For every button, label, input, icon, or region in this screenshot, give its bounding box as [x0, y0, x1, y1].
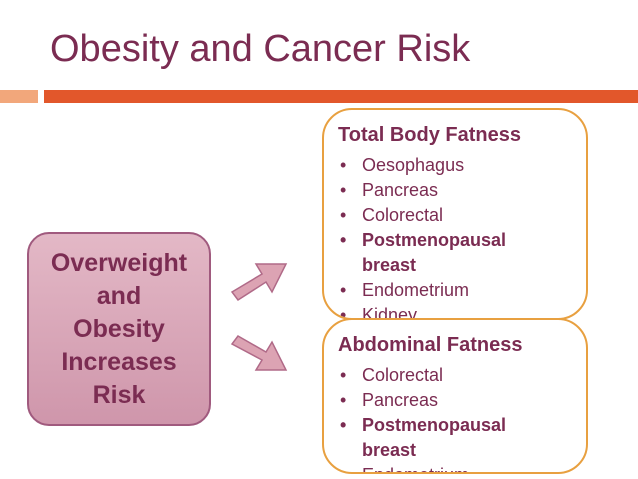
arrow-down — [230, 335, 288, 371]
cause-line: Obesity — [73, 314, 165, 343]
cause-box: Overweight and Obesity Increases Risk — [27, 232, 211, 426]
arrow-up — [230, 263, 288, 302]
list-item: Postmenopausal breast — [338, 228, 562, 278]
list-item: Pancreas — [338, 388, 562, 413]
accent-bar — [44, 90, 638, 103]
list-item: Postmenopausal breast — [338, 413, 562, 463]
list-item: Pancreas — [338, 178, 562, 203]
list-item: Colorectal — [338, 203, 562, 228]
effect-box: Abdominal Fatness ColorectalPancreasPostm… — [322, 318, 588, 474]
list-item: Endometrium — [338, 463, 562, 472]
cause-line: Increases — [61, 347, 177, 376]
cause-line: Risk — [92, 380, 146, 409]
list-item: Endometrium — [338, 278, 562, 303]
box-heading: Abdominal Fatness — [338, 334, 523, 356]
item-list: ColorectalPancreasPostmenopausal breastE… — [338, 363, 572, 472]
list-item: Colorectal — [338, 363, 562, 388]
box-heading: Total Body Fatness — [338, 124, 521, 146]
item-list: OesophagusPancreasColorectalPostmenopaus… — [338, 153, 572, 318]
cause-line: and — [96, 281, 142, 310]
effect-box: Total Body Fatness OesophagusPancreasColo… — [322, 108, 588, 320]
cause-line: Overweight — [50, 248, 188, 277]
list-item: Kidney — [338, 303, 562, 318]
slide-title: Obesity and Cancer Risk — [50, 28, 471, 70]
accent-bar — [0, 90, 38, 103]
list-item: Oesophagus — [338, 153, 562, 178]
